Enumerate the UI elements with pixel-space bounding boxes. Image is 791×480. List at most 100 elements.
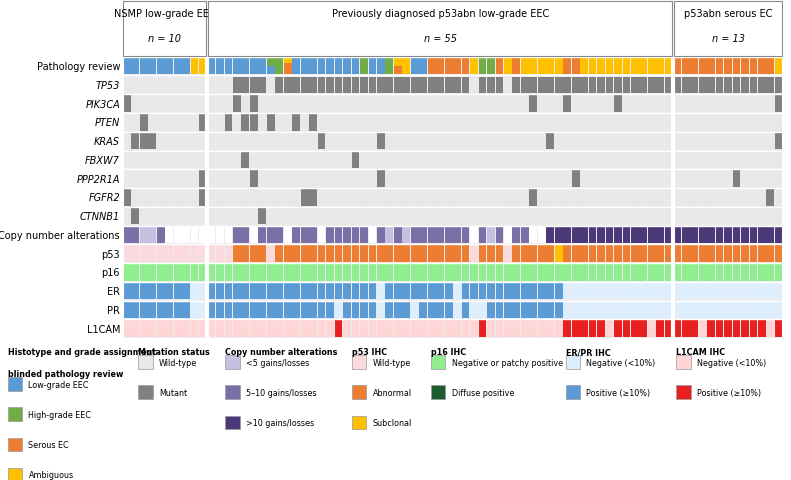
Bar [241, 96, 249, 113]
Bar [293, 152, 300, 169]
Bar [284, 152, 292, 169]
Bar [309, 246, 317, 263]
Bar [623, 246, 630, 263]
Text: FGFR2: FGFR2 [89, 193, 120, 203]
Bar [259, 302, 267, 319]
Bar [419, 283, 427, 300]
Bar [140, 115, 148, 132]
Bar [275, 59, 283, 75]
Bar [437, 264, 444, 281]
Bar [174, 171, 182, 188]
Bar [352, 416, 366, 430]
Bar [131, 283, 139, 300]
Bar [369, 152, 377, 169]
Bar [631, 302, 639, 319]
Bar [343, 115, 351, 132]
Bar [275, 171, 283, 188]
Bar [207, 77, 215, 94]
Bar [419, 321, 427, 337]
Bar [428, 321, 436, 337]
Bar [419, 59, 427, 75]
Bar [165, 96, 173, 113]
Bar [174, 96, 182, 113]
Bar [275, 302, 283, 319]
Bar [216, 115, 224, 132]
Bar [724, 133, 732, 150]
Bar [682, 190, 690, 206]
Bar [394, 115, 402, 132]
Bar [453, 96, 461, 113]
Text: Negative (<10%): Negative (<10%) [697, 358, 766, 367]
Text: n = 13: n = 13 [712, 34, 744, 44]
Bar [182, 208, 190, 225]
Bar [411, 59, 418, 75]
Bar [547, 208, 554, 225]
Bar [698, 96, 706, 113]
Bar [682, 152, 690, 169]
Bar [453, 227, 461, 244]
Bar [589, 96, 596, 113]
Bar [758, 59, 766, 75]
Bar [479, 264, 486, 281]
Bar [157, 96, 165, 113]
Bar [648, 321, 656, 337]
Bar [250, 59, 258, 75]
Bar [351, 171, 359, 188]
Bar [462, 321, 469, 337]
Bar [682, 208, 690, 225]
Bar [225, 152, 233, 169]
Bar [419, 227, 427, 244]
Bar [462, 190, 469, 206]
Bar [301, 302, 308, 319]
Bar [403, 283, 411, 300]
Bar [411, 133, 418, 150]
Bar [682, 59, 690, 75]
Bar [131, 115, 139, 132]
Bar [191, 227, 199, 244]
Bar [377, 115, 384, 132]
Bar [233, 115, 240, 132]
Bar [343, 227, 351, 244]
Bar [538, 208, 546, 225]
Bar [351, 302, 359, 319]
Bar [309, 59, 317, 75]
Bar [241, 283, 249, 300]
Bar [631, 227, 639, 244]
Bar [326, 246, 334, 263]
Bar [631, 171, 639, 188]
Bar [293, 227, 300, 244]
Bar [233, 283, 240, 300]
Bar [529, 283, 537, 300]
Bar [538, 152, 546, 169]
Bar [377, 59, 384, 75]
Bar [606, 302, 613, 319]
Bar [411, 77, 418, 94]
Bar [267, 133, 274, 150]
Bar [233, 190, 240, 206]
Bar [411, 264, 418, 281]
Bar [639, 133, 647, 150]
Text: Mutation status: Mutation status [138, 348, 210, 356]
Bar [301, 171, 308, 188]
Bar [419, 190, 427, 206]
Bar [165, 115, 173, 132]
Bar [504, 96, 512, 113]
Bar [385, 96, 393, 113]
Bar [335, 115, 343, 132]
Bar [732, 264, 740, 281]
Bar [259, 246, 267, 263]
Bar [123, 77, 131, 94]
Text: FBXW7: FBXW7 [85, 156, 120, 166]
Bar [411, 190, 418, 206]
Bar [377, 77, 384, 94]
Bar [470, 321, 478, 337]
Bar [123, 302, 131, 319]
Bar [165, 264, 173, 281]
Text: p16: p16 [101, 268, 120, 278]
Bar [419, 77, 427, 94]
Bar [385, 59, 393, 75]
Text: p53 IHC: p53 IHC [352, 348, 387, 356]
Bar [419, 246, 427, 263]
Bar [250, 171, 258, 188]
Bar [140, 133, 148, 150]
